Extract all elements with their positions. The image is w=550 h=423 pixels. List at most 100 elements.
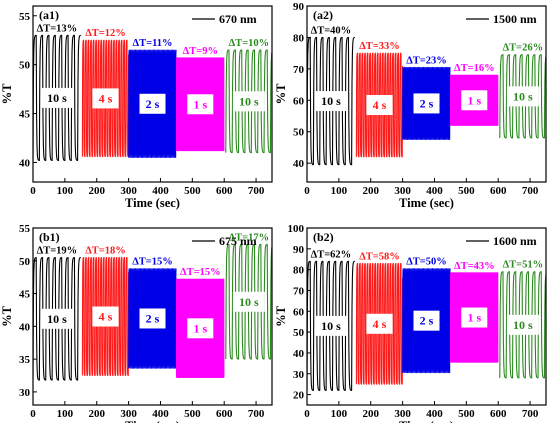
y-tick-label: 55 — [19, 223, 31, 235]
series-line-4 — [449, 74, 499, 126]
delta-label: ΔT=13% — [37, 23, 78, 34]
panel-a2: 0 100 200 300 400 500 600 700 40 50 60 70 80 90 Time (… — [274, 1, 547, 210]
x-tick-label: 200 — [88, 408, 105, 420]
panel-b1: 0 100 200 300 400 500 600 700 30 35 40 45 50 55 Time (… — [0, 223, 273, 423]
y-tick-label: 50 — [19, 256, 31, 268]
x-tick-label: 400 — [426, 185, 443, 197]
y-tick-label: 90 — [293, 1, 305, 13]
period-label: 10 s — [513, 89, 533, 103]
x-tick-label: 400 — [152, 185, 169, 197]
period-label: 4 s — [99, 91, 113, 105]
delta-label: ΔT=16% — [454, 63, 495, 74]
period-label: 4 s — [99, 310, 113, 324]
delta-label: ΔT=10% — [229, 38, 270, 49]
x-tick-label: 400 — [426, 408, 443, 420]
period-label: 10 s — [47, 312, 67, 326]
period-box — [461, 90, 488, 111]
period-label: 10 s — [239, 94, 259, 108]
delta-label: ΔT=51% — [503, 260, 544, 271]
x-tick-label: 500 — [458, 185, 475, 197]
plot-area — [307, 36, 546, 166]
delta-label: ΔT=11% — [133, 38, 173, 49]
period-label: 10 s — [513, 318, 533, 332]
period-label: 10 s — [239, 295, 259, 309]
x-tick-label: 200 — [88, 185, 105, 197]
x-tick-label: 300 — [120, 185, 137, 197]
x-tick-label: 700 — [248, 185, 265, 197]
x-tick-label: 400 — [152, 408, 169, 420]
x-tick-label: 0 — [304, 408, 310, 420]
plot-frame — [32, 5, 273, 183]
y-tick-label: 45 — [19, 289, 31, 301]
y-tick-label: 60 — [293, 95, 305, 107]
delta-label: ΔT=23% — [406, 55, 447, 66]
panel-label: (b2) — [313, 230, 334, 244]
x-tick-label: 100 — [331, 185, 348, 197]
series-line-2 — [81, 39, 130, 158]
x-tick-label: 700 — [522, 185, 539, 197]
y-axis-title: %T — [0, 83, 14, 105]
period-box — [461, 307, 488, 328]
x-tick-label: 0 — [304, 185, 310, 197]
y-tick-label: 40 — [19, 157, 31, 169]
x-tick-label: 300 — [394, 185, 411, 197]
period-label: 4 s — [373, 98, 387, 112]
delta-label: ΔT=40% — [311, 25, 352, 36]
y-axis-title: %T — [274, 305, 288, 327]
legend-label: 1600 nm — [493, 234, 537, 248]
y-tick-label: 40 — [293, 348, 305, 360]
delta-label: ΔT=18% — [85, 246, 126, 257]
period-box — [314, 91, 347, 112]
period-box — [187, 94, 214, 115]
legend-label: 670 nm — [219, 12, 257, 26]
period-label: 2 s — [420, 314, 434, 328]
period-box — [139, 93, 166, 114]
period-box — [92, 88, 119, 109]
plot-frame — [32, 227, 273, 406]
panel-label: (b1) — [39, 230, 60, 244]
x-tick-label: 500 — [184, 408, 201, 420]
panel-label: (a2) — [313, 8, 333, 22]
plot-frame — [306, 227, 547, 406]
delta-label: ΔT=17% — [229, 232, 270, 243]
y-tick-label: 90 — [293, 244, 305, 256]
period-label: 1 s — [193, 321, 207, 335]
y-tick-label: 50 — [293, 127, 305, 139]
period-label: 2 s — [146, 97, 160, 111]
y-tick-label: 50 — [19, 60, 31, 72]
y-tick-label: 70 — [293, 64, 305, 76]
series-line-1 — [307, 260, 355, 391]
panel-a1: 0 100 200 300 400 500 600 700 40 45 50 55 Time (sec)… — [0, 5, 273, 210]
series-line-4 — [175, 57, 225, 152]
panel-label: (a1) — [39, 8, 59, 22]
x-tick-label: 600 — [216, 408, 233, 420]
x-axis-title: Time (sec) — [125, 419, 180, 423]
delta-label: ΔT=33% — [359, 41, 400, 52]
period-label: 1 s — [193, 97, 207, 111]
x-tick-label: 300 — [394, 408, 411, 420]
x-axis-title: Time (sec) — [125, 196, 180, 210]
period-box — [92, 306, 119, 327]
x-axis-title: Time (sec) — [399, 419, 454, 423]
delta-label: ΔT=43% — [454, 261, 495, 272]
period-label: 4 s — [373, 317, 387, 331]
legend-label: 1500 nm — [493, 12, 537, 26]
y-tick-label: 80 — [293, 32, 305, 44]
y-tick-label: 80 — [293, 265, 305, 277]
delta-label: ΔT=50% — [406, 257, 447, 268]
delta-label: ΔT=15% — [180, 267, 221, 278]
period-label: 2 s — [420, 96, 434, 110]
x-tick-label: 300 — [120, 408, 137, 420]
period-box — [40, 87, 73, 108]
period-label: 10 s — [321, 94, 341, 108]
series-line-1 — [33, 34, 81, 162]
series-line-1 — [307, 36, 355, 166]
period-box — [232, 291, 265, 312]
period-box — [139, 308, 166, 329]
y-tick-label: 55 — [19, 11, 31, 23]
period-box — [314, 315, 347, 336]
series-line-2 — [81, 256, 130, 377]
x-tick-label: 100 — [331, 408, 348, 420]
series-line-3 — [402, 268, 451, 374]
